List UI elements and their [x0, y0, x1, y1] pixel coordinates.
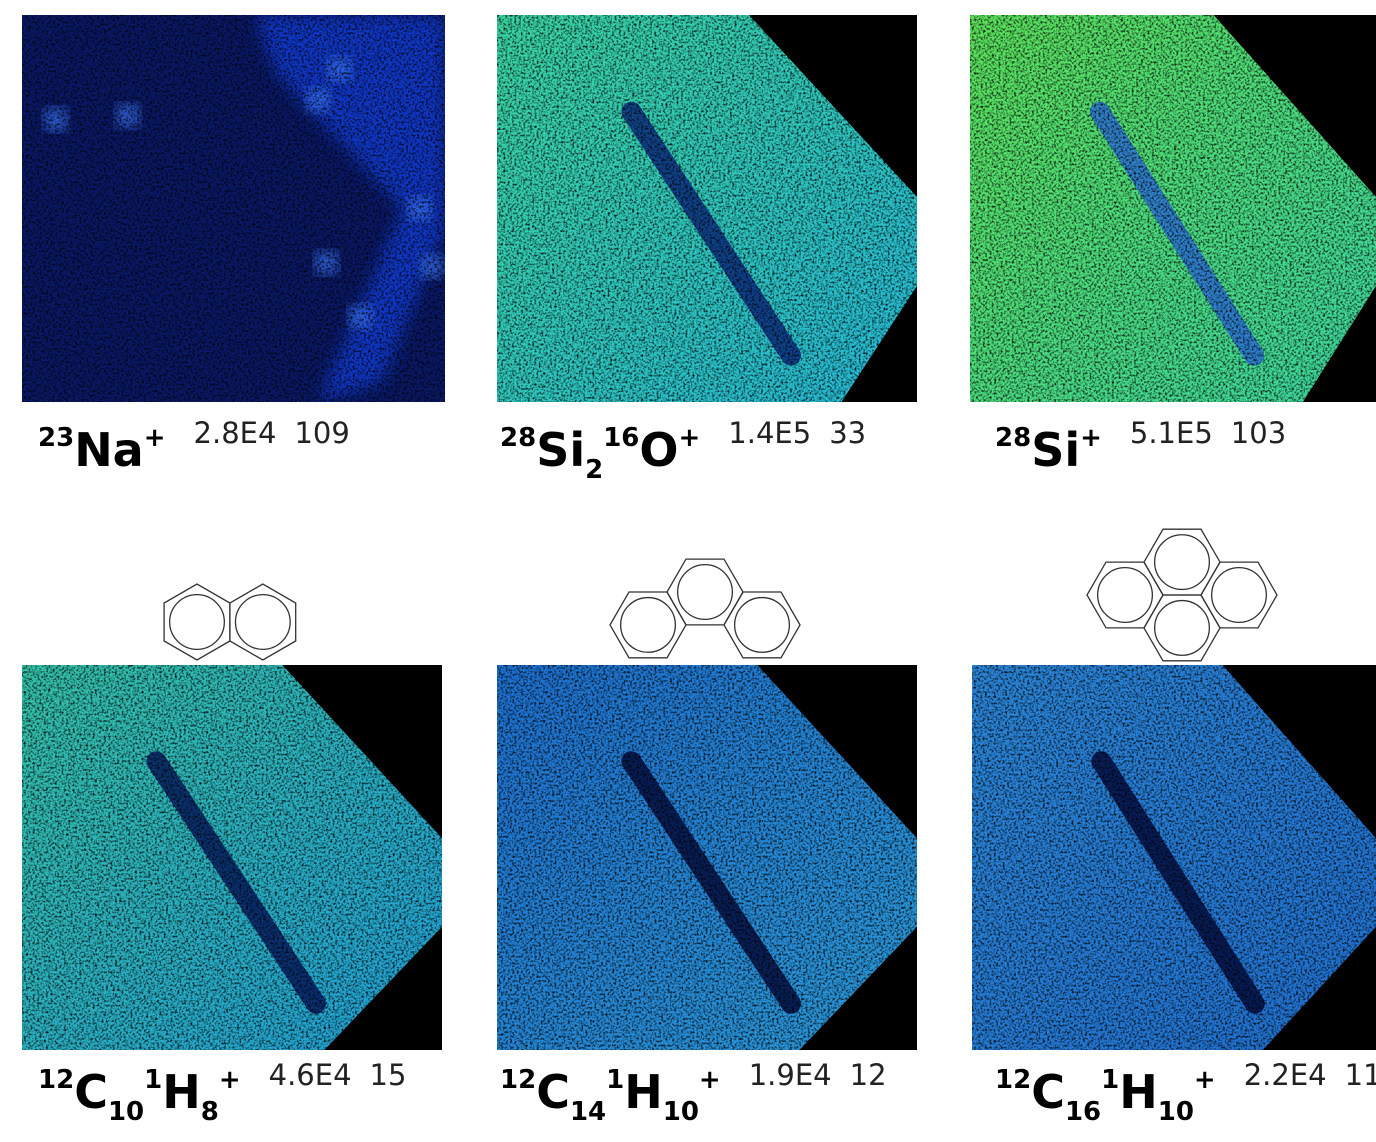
formula-part: 1: [606, 1065, 624, 1095]
ion-stats: 1.4E5 33: [728, 408, 866, 458]
max-counts: 11: [1345, 1058, 1376, 1092]
max-counts: 103: [1231, 416, 1286, 450]
ring-circle: [1155, 601, 1210, 656]
formula-part: Na: [74, 423, 144, 477]
total-counts: 2.2E4: [1244, 1058, 1327, 1092]
max-counts: 109: [294, 416, 349, 450]
formula-part: 12: [500, 1065, 536, 1095]
ring: [724, 592, 800, 658]
total-counts: 5.1E5: [1130, 416, 1213, 450]
max-counts: 15: [370, 1058, 407, 1092]
ring-circle: [735, 598, 790, 653]
ion-formula: 23Na+: [38, 408, 166, 480]
ring-circle: [621, 598, 676, 653]
ion-image: [970, 15, 1376, 402]
formula-part: 16: [603, 423, 639, 453]
speckle-noise: [22, 15, 445, 402]
speckle-noise: [972, 665, 1376, 1050]
ion-stats: 5.1E5 103: [1130, 408, 1286, 458]
max-counts: 33: [829, 416, 866, 450]
ion-formula: 28Si216O+: [500, 408, 700, 500]
formula-part: 14: [570, 1097, 606, 1127]
speckle-noise: [497, 15, 917, 402]
ring: [1201, 562, 1277, 628]
formula-part: H: [624, 1065, 663, 1119]
formula-part: Si: [536, 423, 585, 477]
ion-image: [22, 15, 445, 402]
formula-part: +: [219, 1065, 241, 1095]
speckle-noise: [497, 665, 917, 1050]
ion-image: [22, 665, 442, 1050]
ion-image: [497, 665, 917, 1050]
ring: [164, 584, 230, 660]
formula-part: O: [639, 423, 678, 477]
ring: [1144, 595, 1220, 661]
formula-part: 28: [995, 423, 1031, 453]
formula-part: 10: [1158, 1097, 1194, 1127]
total-counts: 2.8E4: [194, 416, 277, 450]
formula-part: +: [1080, 423, 1102, 453]
figure: (() => { const data = JSON.parse(documen…: [0, 0, 1376, 1115]
formula-part: +: [699, 1065, 721, 1095]
formula-part: C: [1031, 1065, 1065, 1119]
formula-part: +: [1194, 1065, 1216, 1095]
ring-circle: [1155, 535, 1210, 590]
ring: [1087, 562, 1163, 628]
formula-part: 12: [995, 1065, 1031, 1095]
ring-circle: [1212, 568, 1267, 623]
formula-part: H: [1119, 1065, 1158, 1119]
ion-formula: 12C141H10+: [500, 1050, 721, 1142]
ion-formula: 12C161H10+: [995, 1050, 1216, 1142]
formula-part: 12: [38, 1065, 74, 1095]
ion-image: [972, 665, 1376, 1050]
speckle-noise: [22, 665, 442, 1050]
formula-part: C: [74, 1065, 108, 1119]
formula-part: 1: [144, 1065, 162, 1095]
formula-part: 1: [1101, 1065, 1119, 1095]
formula-part: H: [162, 1065, 201, 1119]
ring: [230, 584, 296, 660]
formula-part: 8: [201, 1097, 219, 1127]
total-counts: 4.6E4: [269, 1058, 352, 1092]
formula-part: C: [536, 1065, 570, 1119]
formula-part: 23: [38, 423, 74, 453]
ring-circle: [170, 595, 225, 650]
total-counts: 1.9E4: [749, 1058, 832, 1092]
formula-part: 16: [1065, 1097, 1101, 1127]
formula-part: +: [678, 423, 700, 453]
ring: [610, 592, 686, 658]
formula-part: Si: [1031, 423, 1080, 477]
ion-stats: 2.2E4 11: [1244, 1050, 1376, 1100]
formula-part: 10: [663, 1097, 699, 1127]
max-counts: 12: [850, 1058, 887, 1092]
formula-part: 10: [108, 1097, 144, 1127]
total-counts: 1.4E5: [728, 416, 811, 450]
ion-image: [497, 15, 917, 402]
ring-circle: [1098, 568, 1153, 623]
ring: [1144, 529, 1220, 595]
ion-stats: 2.8E4 109: [194, 408, 350, 458]
ion-stats: 4.6E4 15: [269, 1050, 407, 1100]
formula-part: +: [144, 423, 166, 453]
ring: [667, 559, 743, 625]
formula-part: 28: [500, 423, 536, 453]
formula-part: 2: [585, 455, 603, 485]
ring-circle: [235, 595, 290, 650]
ion-formula: 12C101H8+: [38, 1050, 241, 1142]
ion-stats: 1.9E4 12: [749, 1050, 887, 1100]
ring-circle: [678, 565, 733, 620]
ion-formula: 28Si+: [995, 408, 1102, 480]
speckle-noise: [970, 15, 1376, 402]
